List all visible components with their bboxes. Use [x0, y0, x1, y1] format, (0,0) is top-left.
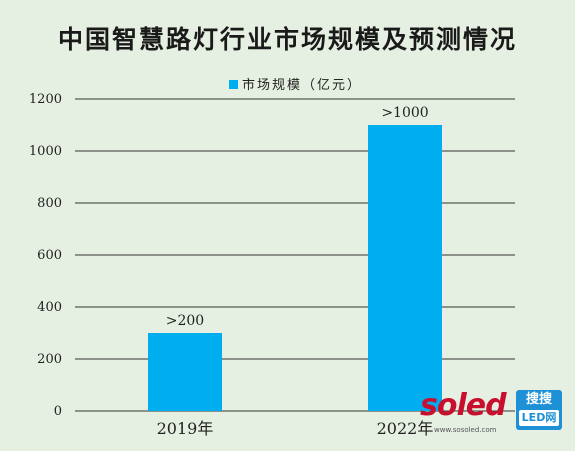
y-tick-label: 0 [54, 404, 62, 419]
y-tick-label: 400 [37, 300, 62, 315]
data-labels: >200 >1000 [166, 105, 429, 329]
watermark-url: www.sosoled.com [434, 426, 497, 434]
bar [148, 333, 222, 411]
legend-label: 市场规模（亿元） [242, 77, 362, 93]
y-tick-label: 800 [37, 196, 62, 211]
bar-data-label: >1000 [381, 105, 428, 121]
bars [148, 125, 442, 411]
y-tick-label: 600 [37, 248, 62, 263]
legend-swatch [229, 80, 238, 89]
x-axis-ticks: 2019年 2022年 [157, 419, 434, 438]
x-tick-label: 2022年 [377, 419, 434, 438]
bar [368, 125, 442, 411]
watermark-logo: soled 搜搜 LED网 www.sosoled.com [420, 386, 570, 446]
chart-title: 中国智慧路灯行业市场规模及预测情况 [57, 25, 517, 54]
gridlines [75, 98, 515, 412]
watermark-box-line1: 搜搜 [525, 392, 552, 407]
y-tick-label: 200 [37, 352, 62, 367]
legend: 市场规模（亿元） [229, 77, 362, 93]
y-axis-ticks: 0 200 400 600 800 1000 1200 [29, 92, 62, 419]
x-tick-label: 2019年 [157, 419, 214, 438]
watermark-box-line2: LED网 [519, 410, 559, 426]
y-tick-label: 1200 [29, 92, 62, 107]
watermark-box: 搜搜 LED网 [516, 390, 562, 430]
watermark-brand: soled [420, 388, 507, 423]
bar-data-label: >200 [166, 313, 204, 329]
y-tick-label: 1000 [29, 144, 62, 159]
